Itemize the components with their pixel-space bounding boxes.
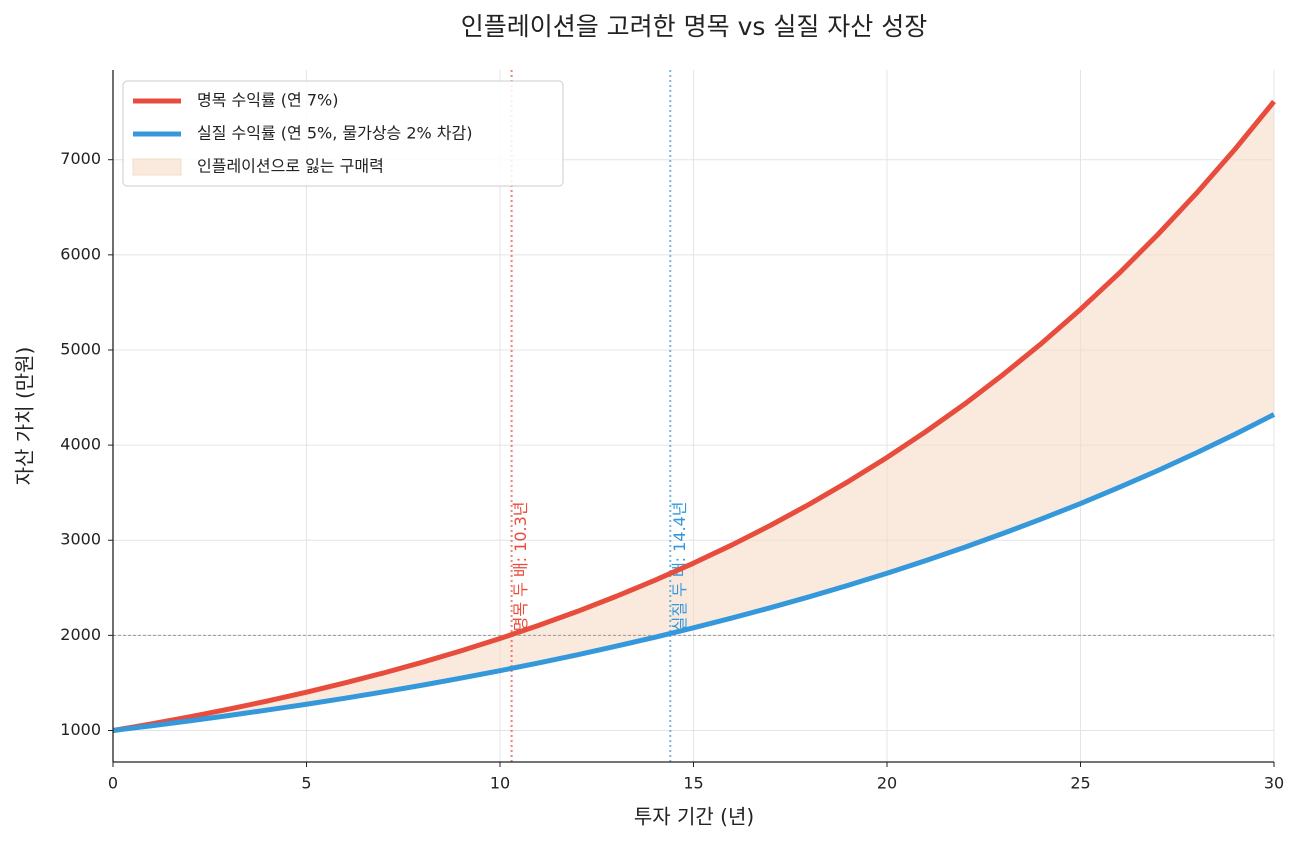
doubling-label: 명목 두 배: 10.3년 xyxy=(511,502,530,632)
y-tick-label: 2000 xyxy=(60,625,101,644)
legend-label: 명목 수익률 (연 7%) xyxy=(197,91,338,110)
x-tick-label: 0 xyxy=(108,774,118,793)
x-tick-label: 20 xyxy=(877,774,897,793)
x-tick-label: 5 xyxy=(301,774,311,793)
legend-label: 인플레이션으로 잃는 구매력 xyxy=(197,157,384,176)
y-tick-label: 1000 xyxy=(60,720,101,739)
x-tick-label: 25 xyxy=(1070,774,1090,793)
y-tick-label: 6000 xyxy=(60,244,101,263)
y-axis-label: 자산 가치 (만원) xyxy=(13,347,37,486)
x-tick-label: 10 xyxy=(490,774,510,793)
legend-swatch xyxy=(132,158,182,176)
legend-box xyxy=(122,80,564,187)
loss-area xyxy=(113,101,1274,731)
series-line xyxy=(112,412,1276,733)
y-tick-label: 4000 xyxy=(60,435,101,454)
chart-title: 인플레이션을 고려한 명목 vs 실질 자산 성장 xyxy=(461,12,928,41)
y-tick-label: 5000 xyxy=(60,339,101,358)
x-axis-label: 투자 기간 (년) xyxy=(634,805,754,829)
x-tick-label: 15 xyxy=(683,774,703,793)
y-tick-label: 3000 xyxy=(60,530,101,549)
x-tick-label: 30 xyxy=(1264,774,1284,793)
doubling-label: 실질 두 배: 14.4년 xyxy=(670,502,689,632)
y-tick-label: 7000 xyxy=(60,149,101,168)
legend-label: 실질 수익률 (연 5%, 물가상승 2% 차감) xyxy=(197,124,473,143)
series-line xyxy=(112,99,1276,733)
